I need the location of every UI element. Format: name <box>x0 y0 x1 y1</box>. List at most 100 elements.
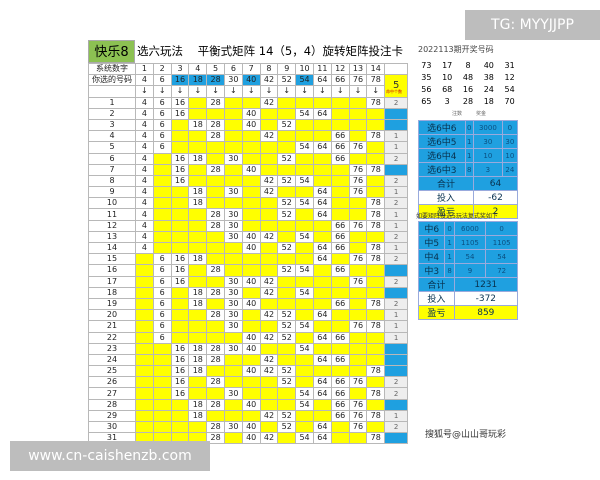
row-number-cell: 64 <box>312 420 332 434</box>
prize-header: 奖金 <box>476 111 487 117</box>
empty-cell <box>135 286 154 299</box>
row-number-cell: 76 <box>348 253 368 266</box>
empty-cell <box>206 107 225 120</box>
hit-count: 3 <box>384 163 409 176</box>
empty-cell <box>277 342 297 355</box>
row-number-cell: 52 <box>277 376 297 389</box>
prize2-heading: 如要矩阵投选5玩法复式奖如下 <box>416 213 498 220</box>
table-row: 28 18 28 40 54 66 76 4 <box>88 398 409 411</box>
hit-count: 2 <box>384 96 409 109</box>
empty-cell <box>170 186 190 199</box>
empty-cell <box>152 152 172 165</box>
row-number-cell: 4 <box>135 118 154 132</box>
empty-cell <box>206 174 225 188</box>
row-number: 14 <box>88 241 136 255</box>
empty-cell <box>170 141 190 154</box>
draw-period: 2022113期开奖号码 <box>418 45 494 54</box>
table-row: 30 28 30 40 52 64 76 2 <box>88 420 409 434</box>
table-row: 20 6 28 30 42 52 64 1 <box>88 309 409 322</box>
empty-cell <box>206 297 225 311</box>
row-number-cell: 6 <box>152 107 172 120</box>
table-row: 3 4 6 18 28 40 52 3 <box>88 118 409 132</box>
empty-cell <box>259 152 279 165</box>
row-number-cell: 40 <box>241 275 261 288</box>
empty-cell <box>312 219 332 232</box>
empty-cell <box>206 331 225 344</box>
prize-cell: 72 <box>485 263 518 278</box>
empty-cell <box>259 107 279 120</box>
empty-cell <box>188 241 208 255</box>
row-number-cell: 16 <box>170 264 190 277</box>
row-number-cell: 40 <box>241 342 261 355</box>
draw-number: 17 <box>442 60 453 70</box>
row-number-cell: 52 <box>277 197 297 210</box>
prize-cell: 3 <box>472 162 503 177</box>
sys-number: 8 <box>259 62 279 76</box>
row-number-cell: 16 <box>170 253 190 266</box>
table-row: 14 4 40 52 64 66 78 1 <box>88 241 409 255</box>
row-number: 1 <box>88 96 136 109</box>
empty-cell <box>135 253 154 266</box>
sys-number: 4 <box>188 62 208 76</box>
hit-count: 2 <box>384 174 409 188</box>
prize-cell: 1 <box>464 148 474 163</box>
empty-cell <box>295 409 314 423</box>
empty-cell <box>312 96 332 109</box>
empty-cell <box>366 174 386 188</box>
row-number-cell: 42 <box>259 365 279 378</box>
empty-cell <box>295 208 314 221</box>
row-number-cell: 54 <box>295 264 314 277</box>
prize-cell: 选6中5 <box>418 134 466 149</box>
empty-cell <box>206 152 225 165</box>
row-number-cell: 52 <box>277 174 297 188</box>
prize-cell: 1 <box>444 249 455 264</box>
prize-cell: 8 <box>444 263 455 278</box>
row-number-cell: 54 <box>295 342 314 355</box>
row-number-cell: 16 <box>170 174 190 188</box>
empty-cell <box>152 230 172 244</box>
sys-number: 3 <box>170 62 190 76</box>
empty-cell <box>241 264 261 277</box>
hit-count: 2 <box>384 275 409 288</box>
empty-cell <box>223 197 243 210</box>
empty-cell <box>170 320 190 333</box>
row-number-cell: 52 <box>277 264 297 277</box>
row-number-cell: 40 <box>241 241 261 255</box>
row-number-cell: 28 <box>206 163 225 176</box>
row-number-cell: 18 <box>188 253 208 266</box>
empty-cell <box>259 264 279 277</box>
row-number-cell: 66 <box>330 152 350 165</box>
row-number: 16 <box>88 264 136 277</box>
prize-cell: 9 <box>453 263 487 278</box>
empty-cell <box>223 365 243 378</box>
empty-cell <box>277 219 297 232</box>
empty-cell <box>188 208 208 221</box>
draw-number: 68 <box>442 84 453 94</box>
cost-label: 投入 <box>418 190 474 205</box>
row-number-cell: 42 <box>259 130 279 143</box>
prize-cell: 中3 <box>417 263 446 278</box>
prize-cell: 选6中6 <box>418 120 466 135</box>
row-number-cell: 16 <box>170 275 190 288</box>
matrix-table: 系统数字 1 2 3 4 5 6 7 8 9 10 11 12 13 14 你选的号码 4 6 16 18 28 30 40… <box>88 62 409 445</box>
row-number-cell: 52 <box>277 118 297 132</box>
empty-cell <box>330 275 350 288</box>
empty-cell <box>206 253 225 266</box>
table-row: 6 4 16 18 30 52 66 2 <box>88 152 409 165</box>
empty-cell <box>312 264 332 277</box>
picked-number: 4 <box>135 74 154 87</box>
hit-count: 3 <box>384 353 409 367</box>
empty-cell <box>330 253 350 266</box>
empty-cell <box>277 275 297 288</box>
prize-cell: 0 <box>444 221 455 236</box>
row-number-cell: 6 <box>152 130 172 143</box>
row-number-cell: 42 <box>259 96 279 109</box>
empty-cell <box>170 297 190 311</box>
row-number-cell: 28 <box>206 286 225 299</box>
row-number: 5 <box>88 141 136 154</box>
row-number-cell: 6 <box>152 286 172 299</box>
table-row: 27 16 30 54 64 66 78 2 <box>88 387 409 400</box>
row-number: 8 <box>88 174 136 188</box>
picked-number: 64 <box>312 74 332 87</box>
arrow-icon: ↓ <box>330 85 350 98</box>
